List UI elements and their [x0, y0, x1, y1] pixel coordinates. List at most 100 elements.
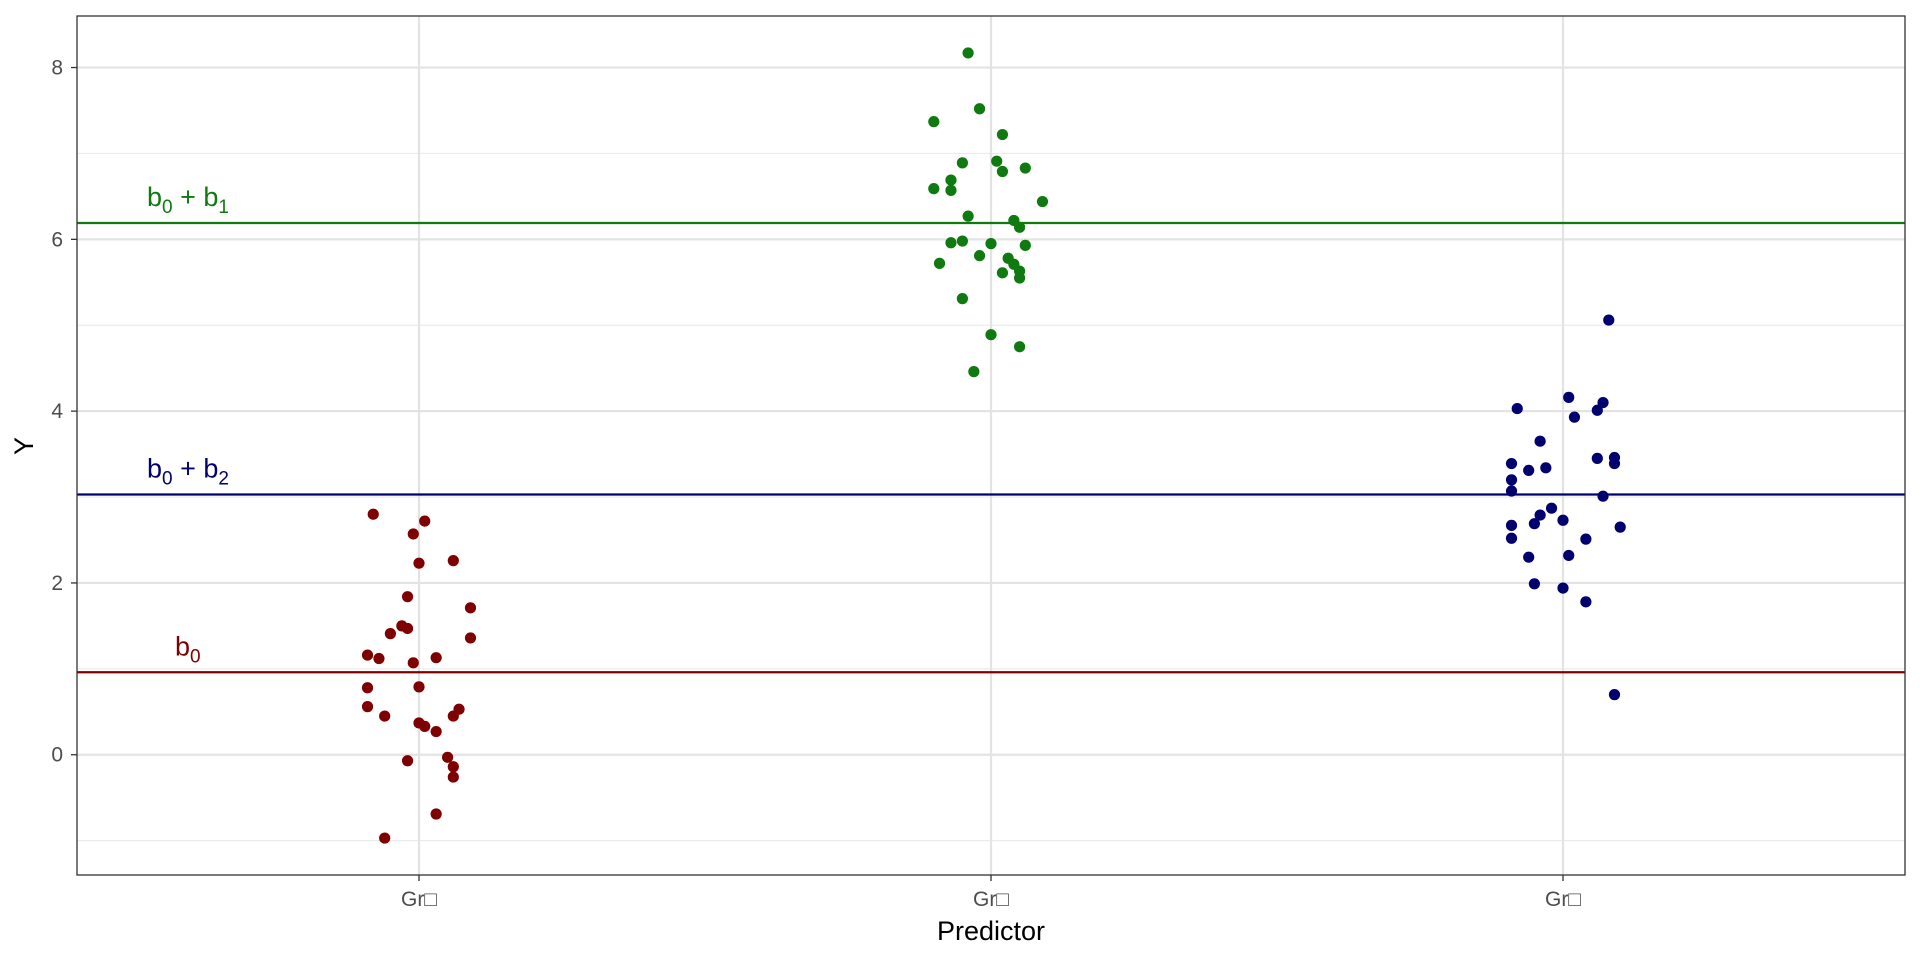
- data-point: [447, 555, 459, 567]
- data-point: [413, 557, 425, 569]
- data-point: [419, 515, 431, 527]
- data-point: [1608, 457, 1621, 470]
- grid-major: [77, 16, 1905, 875]
- data-point: [1523, 551, 1535, 563]
- data-point: [407, 528, 419, 540]
- data-point: [1019, 162, 1031, 174]
- data-point: [1505, 532, 1518, 544]
- data-point: [1603, 314, 1615, 326]
- data-points: [361, 47, 1626, 844]
- data-point: [464, 602, 477, 614]
- data-point: [996, 165, 1009, 178]
- y-tick-label: 0: [51, 744, 63, 767]
- data-point: [1563, 549, 1575, 562]
- data-point: [1563, 391, 1575, 403]
- data-point: [1580, 596, 1592, 608]
- data-point: [361, 701, 374, 713]
- data-point: [968, 366, 980, 378]
- y-tick-label: 2: [51, 572, 63, 595]
- data-point: [996, 128, 1009, 141]
- data-point: [1597, 396, 1609, 409]
- data-point: [1505, 457, 1518, 470]
- data-point: [1568, 411, 1581, 423]
- data-point: [373, 652, 385, 665]
- x-tick-label: Gr□: [401, 888, 437, 911]
- data-point: [401, 591, 414, 603]
- data-point: [945, 174, 957, 186]
- data-point: [962, 210, 974, 222]
- data-point: [1528, 578, 1540, 590]
- data-point: [1014, 272, 1026, 284]
- x-axis-title: Predictor: [937, 916, 1045, 946]
- data-point: [384, 628, 396, 640]
- y-axis-ticks: 0 2 4 6 8: [51, 57, 77, 767]
- data-point: [464, 632, 477, 644]
- data-point: [973, 250, 986, 262]
- data-point: [1505, 485, 1518, 497]
- data-point: [367, 508, 379, 520]
- data-point: [419, 720, 431, 732]
- data-point: [991, 155, 1003, 167]
- data-point: [401, 622, 414, 635]
- data-point: [996, 267, 1009, 279]
- data-point: [1580, 533, 1592, 545]
- data-point: [1505, 519, 1518, 531]
- data-point: [1014, 341, 1026, 353]
- data-point: [1540, 462, 1552, 474]
- reference-line-label: b0: [175, 631, 201, 667]
- data-point: [956, 235, 969, 247]
- data-point: [430, 725, 442, 738]
- data-point: [1557, 514, 1569, 526]
- data-point: [1528, 518, 1540, 530]
- data-point: [1614, 521, 1626, 533]
- data-point: [928, 116, 940, 128]
- data-point: [447, 771, 459, 783]
- data-point: [361, 682, 374, 694]
- data-point: [945, 237, 957, 249]
- data-point: [973, 103, 986, 115]
- data-point: [928, 183, 940, 195]
- data-point: [413, 681, 425, 693]
- data-point: [361, 649, 374, 661]
- y-axis-title: Y: [9, 437, 39, 455]
- data-point: [956, 157, 969, 169]
- data-point: [1036, 195, 1049, 208]
- data-point: [379, 710, 391, 722]
- data-point: [401, 755, 414, 767]
- data-point: [430, 652, 442, 664]
- data-point: [407, 657, 419, 669]
- data-point: [956, 293, 969, 305]
- data-point: [1597, 490, 1609, 502]
- data-point: [430, 808, 442, 820]
- x-axis-ticks: Gr□ Gr□ Gr□: [401, 875, 1581, 911]
- data-point: [1523, 464, 1535, 477]
- data-point: [1505, 474, 1518, 486]
- data-point: [945, 184, 957, 196]
- data-point: [1014, 221, 1026, 233]
- data-point: [1545, 502, 1558, 514]
- data-point: [1608, 689, 1621, 701]
- reference-line-label: b0 + b1: [147, 182, 229, 218]
- data-point: [1511, 402, 1523, 415]
- data-point: [1534, 435, 1546, 447]
- reference-line-labels: b0 + b1 b0 + b2 b0: [147, 182, 229, 667]
- data-point: [985, 329, 997, 341]
- data-point: [1534, 509, 1546, 521]
- y-tick-label: 6: [51, 228, 63, 251]
- data-point: [442, 751, 454, 763]
- data-point: [379, 832, 391, 844]
- x-tick-label: Gr□: [973, 888, 1009, 911]
- y-tick-label: 4: [51, 400, 63, 423]
- data-point: [962, 47, 974, 59]
- x-tick-label: Gr□: [1545, 888, 1581, 911]
- data-point: [1591, 452, 1603, 464]
- data-point: [1557, 582, 1569, 594]
- data-point: [447, 761, 459, 773]
- data-point: [985, 238, 997, 250]
- y-tick-label: 8: [51, 57, 63, 80]
- data-point: [447, 710, 459, 722]
- data-point: [1019, 239, 1031, 251]
- reference-line-label: b0 + b2: [147, 453, 229, 489]
- data-point: [1591, 404, 1603, 416]
